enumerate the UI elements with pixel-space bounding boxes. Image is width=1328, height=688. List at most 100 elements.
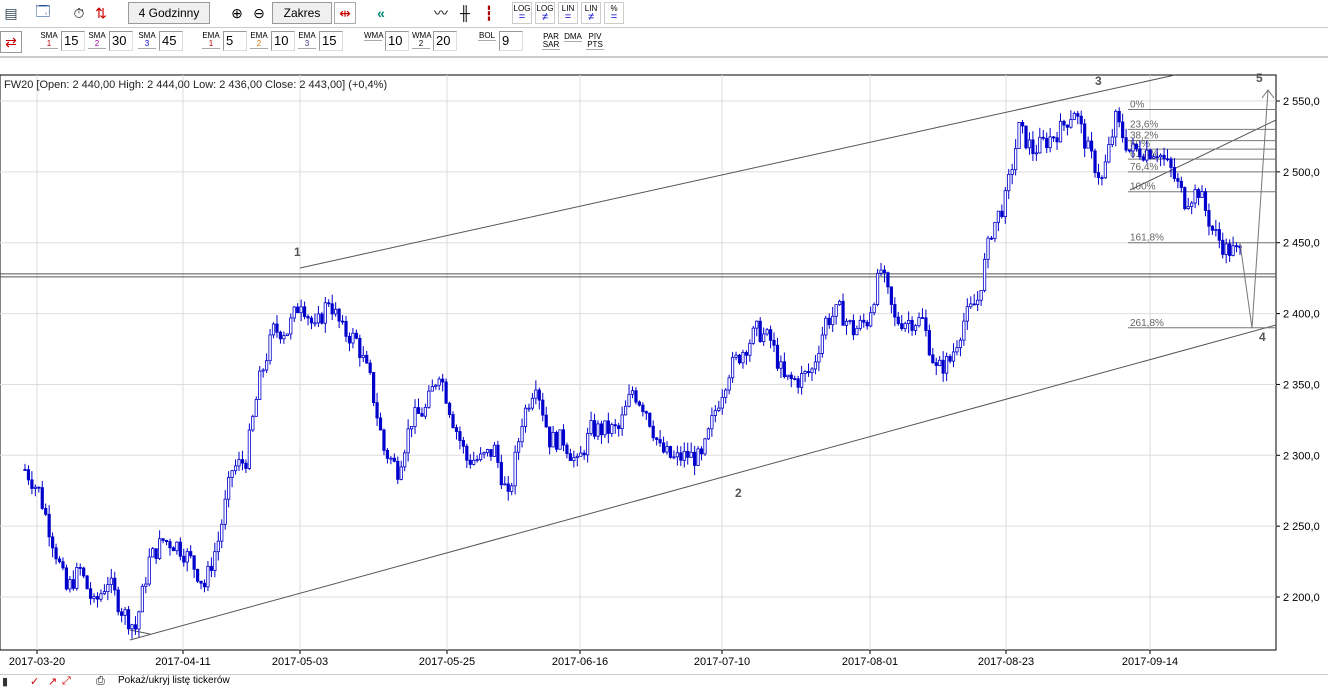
candle-body [299, 306, 303, 314]
candle-body [917, 317, 921, 327]
candle-body [717, 407, 721, 411]
toggle-ticker-list-link[interactable]: Pokaż/ukryj listę tickerów [118, 675, 230, 686]
indicator-period-input[interactable]: 10 [271, 31, 295, 51]
candle-body [1072, 113, 1076, 120]
indicator-period-input[interactable]: 10 [385, 31, 409, 51]
indicator-period-input[interactable]: 45 [159, 31, 183, 51]
indicator-button-piv[interactable]: PIV PTS [586, 33, 604, 50]
candle-body [796, 378, 800, 388]
scroll-back-icon[interactable]: « [377, 5, 385, 21]
candle-body [102, 591, 106, 595]
indicator-period-input[interactable]: 9 [499, 31, 523, 51]
candle-body [872, 304, 876, 314]
candle-body [499, 462, 503, 486]
scale-label: LOG [513, 4, 531, 13]
candle-body [230, 470, 234, 478]
candle-body [223, 498, 227, 525]
candle-body [189, 551, 193, 557]
indicator-toggle-sma2[interactable]: SMA 2 [88, 32, 106, 49]
arrow-icon[interactable]: ↗ [48, 676, 58, 688]
candle-body [109, 577, 113, 585]
candle-body [465, 445, 469, 461]
candle-body [485, 449, 490, 453]
y-tick-label: 2 250,0 [1283, 521, 1320, 533]
expand-icon[interactable]: ⤢ [62, 675, 71, 687]
scale-button-3[interactable]: LIN ≠ [581, 2, 601, 24]
candle-body [461, 440, 465, 447]
candle-body [1152, 156, 1156, 159]
print-icon[interactable]: ⎙ [96, 675, 105, 687]
candle-body [979, 290, 983, 301]
x-tick-label: 2017-08-23 [978, 656, 1034, 668]
indicator-toggle-ema1[interactable]: EMA 1 [202, 32, 220, 49]
indicator-toggle-bol[interactable]: BOL [478, 32, 496, 41]
indicator-toggle-wma[interactable]: WMA [364, 32, 384, 41]
indicator-period-input[interactable]: 20 [433, 31, 457, 51]
indicator-toggle-ema3[interactable]: EMA 3 [298, 32, 316, 49]
candle-body [541, 399, 545, 416]
scale-button-1[interactable]: LOG ≠ [535, 2, 555, 24]
indicator-period-input[interactable]: 15 [319, 31, 343, 51]
candle-body [54, 547, 58, 560]
indicator-period-input[interactable]: 30 [109, 31, 133, 51]
candle-body [620, 414, 624, 429]
fit-width-icon[interactable]: ⇹ [334, 2, 356, 24]
candle-body [693, 451, 697, 466]
indicator-toggle-sma3[interactable]: SMA 3 [138, 32, 156, 49]
indicator-period-input[interactable]: 15 [61, 31, 85, 51]
candle-body [289, 317, 293, 335]
candle-body [354, 332, 358, 339]
candle-body [986, 237, 990, 260]
range-button[interactable]: Zakres [272, 2, 332, 24]
candle-body [858, 319, 862, 329]
timeframe-button[interactable]: 4 Godzinny [128, 2, 210, 24]
refresh-icon[interactable]: ⇅ [95, 4, 107, 21]
indicator-name: DMA [564, 32, 582, 41]
arrow-head-icon [1261, 89, 1275, 99]
candle-body [938, 359, 942, 366]
scale-button-4[interactable]: % = [604, 2, 624, 24]
candle-body [71, 579, 75, 589]
candle-body [323, 302, 327, 324]
candle-body [779, 361, 783, 369]
candle-body [344, 321, 348, 337]
zoom-in-icon[interactable]: ⊕ [231, 4, 243, 21]
candle-body [851, 320, 856, 336]
candle-body [1114, 110, 1118, 138]
candle-body [834, 304, 838, 317]
scale-button-2[interactable]: LIN = [558, 2, 578, 24]
candle-body [682, 450, 686, 461]
ohlc-bars-icon[interactable]: ╫ [460, 5, 470, 21]
stopwatch-icon[interactable]: ⏱ [73, 4, 85, 21]
candle-body [958, 339, 963, 349]
candle-body [334, 308, 338, 315]
indicator-button-par[interactable]: PAR SAR [542, 33, 560, 50]
line-chart-icon[interactable]: 〰 [434, 5, 448, 21]
indicator-toggle-sma1[interactable]: SMA 1 [40, 32, 58, 49]
indicator-button-dma[interactable]: DMA [564, 33, 582, 42]
candlestick-icon[interactable]: ┇ [484, 4, 494, 21]
candle-body [416, 407, 421, 414]
candle-body [751, 327, 755, 344]
candle-body [575, 455, 579, 458]
candle-body [361, 354, 365, 358]
window-icon[interactable]: ▮ [2, 676, 9, 688]
scale-button-0[interactable]: LOG = [512, 2, 532, 24]
indicator-period-input[interactable]: 5 [223, 31, 247, 51]
candle-body [1127, 149, 1132, 152]
new-window-icon[interactable]: 🗔 [35, 3, 51, 19]
candle-body [330, 303, 334, 315]
indicator-toggle-wma2[interactable]: WMA 2 [412, 32, 432, 49]
indicator-toggle-ema2[interactable]: EMA 2 [250, 32, 268, 49]
candle-body [599, 423, 604, 436]
candle-body [516, 441, 521, 453]
y-tick-label: 2 350,0 [1283, 379, 1320, 391]
candle-body [216, 540, 220, 553]
add-indicator-icon[interactable]: ⇄ [0, 31, 22, 53]
check-icon[interactable]: ✓ [30, 676, 40, 688]
zoom-out-icon[interactable]: ⊖ [253, 4, 265, 21]
chart-window-icon[interactable]: ▤ [4, 4, 18, 21]
wave-label: 1 [294, 245, 301, 259]
candle-body [1172, 167, 1177, 179]
